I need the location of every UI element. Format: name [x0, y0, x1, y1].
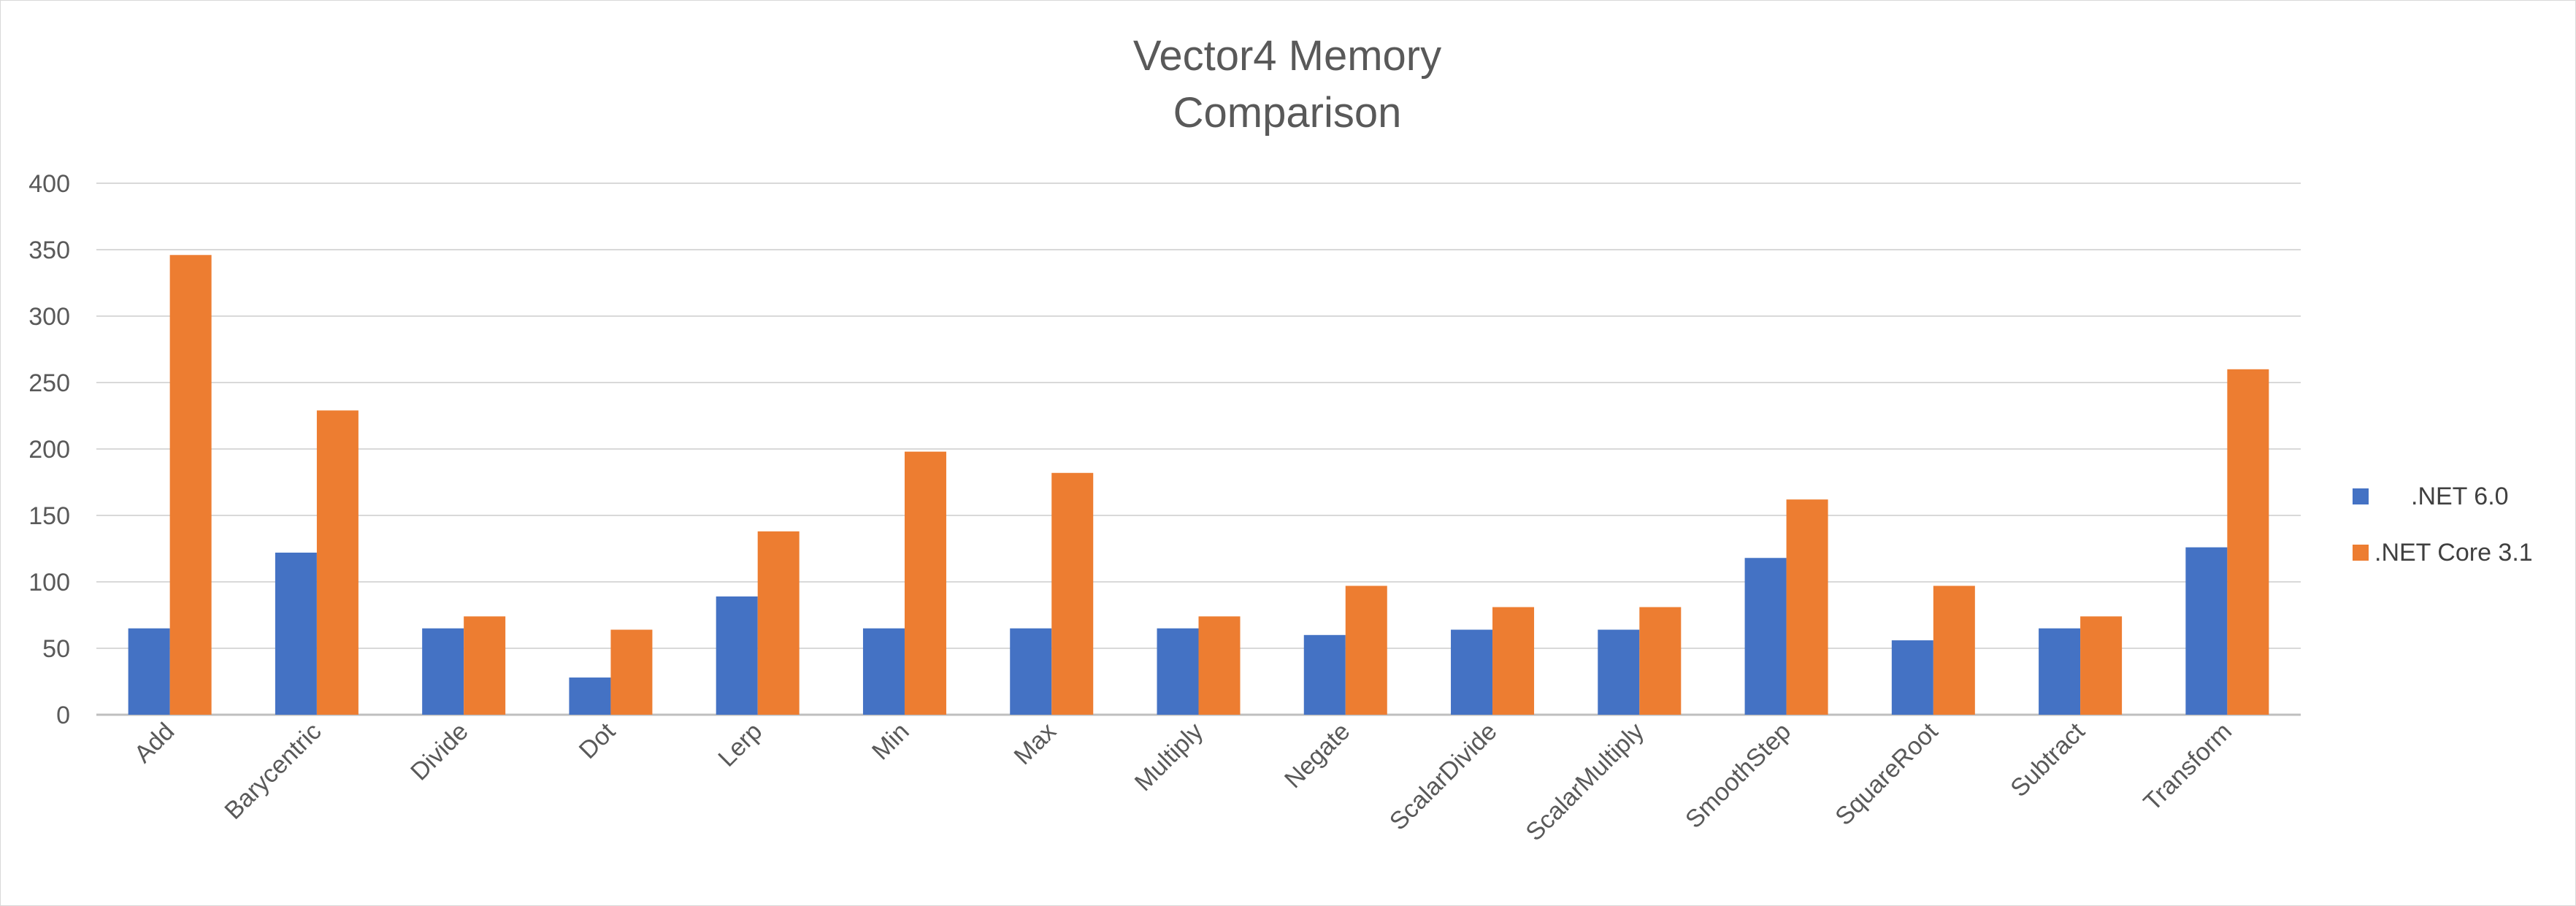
y-tick-label: 100: [28, 569, 70, 596]
x-tick-label: Min: [867, 718, 915, 766]
bar-netcore31-negate: [1345, 586, 1387, 715]
y-tick-label: 400: [28, 170, 70, 198]
x-tick-label: Lerp: [713, 718, 767, 772]
chart-title: Vector4 Memory Comparison: [1133, 32, 1441, 137]
bar-netcore31-dot: [610, 629, 653, 715]
x-tick-label: ScalarDivide: [1384, 718, 1503, 836]
bar-net6-scalarmultiply: [1598, 629, 1640, 715]
x-tick-label: Transform: [2139, 718, 2238, 817]
bar-netcore31-squareroot: [1933, 586, 1975, 715]
x-tick-label: SmoothStep: [1680, 718, 1796, 834]
bar-net6-lerp: [716, 596, 758, 715]
y-tick-label: 300: [28, 303, 70, 331]
bar-net6-scalardivide: [1451, 629, 1493, 715]
y-tick-label: 250: [28, 369, 70, 397]
bar-netcore31-transform: [2227, 369, 2269, 715]
bar-net6-smoothstep: [1744, 558, 1787, 715]
x-tick-label: Negate: [1279, 718, 1355, 794]
legend-label: .NET 6.0: [2411, 483, 2509, 510]
y-tick-label: 50: [42, 635, 70, 663]
bar-netcore31-smoothstep: [1786, 499, 1828, 715]
chart-title-line-2: Comparison: [1173, 89, 1402, 137]
bar-net6-barycentric: [275, 552, 317, 715]
bar-netcore31-subtract: [2080, 616, 2123, 715]
bar-net6-max: [1010, 628, 1052, 715]
bar-netcore31-min: [904, 451, 946, 715]
bar-net6-squareroot: [1891, 640, 1933, 715]
bar-net6-subtract: [2039, 628, 2081, 715]
x-tick-label: SquareRoot: [1830, 717, 1944, 831]
legend-swatch: [2353, 488, 2369, 504]
legend: .NET 6.0 .NET Core 3.1: [2353, 483, 2533, 567]
bar-net6-divide: [422, 628, 464, 715]
bar-netcore31-divide: [464, 616, 506, 715]
bar-netcore31-scalarmultiply: [1639, 607, 1682, 715]
x-tick-label: ScalarMultiply: [1520, 718, 1649, 847]
y-tick-label: 150: [28, 502, 70, 530]
y-tick-label: 200: [28, 436, 70, 464]
x-axis-ticks: Add Barycentric Divide Dot Lerp Min Max Multipl…: [129, 717, 2237, 846]
x-tick-label: Barycentric: [219, 718, 326, 825]
y-axis-ticks: 0 50 100 150 200 250 300 350 400: [28, 170, 70, 729]
bar-netcore31-multiply: [1198, 616, 1241, 715]
bar-net6-multiply: [1157, 628, 1199, 715]
x-tick-label: Multiply: [1130, 718, 1208, 796]
x-tick-label: Add: [129, 718, 180, 769]
bar-netcore31-barycentric: [316, 410, 359, 715]
bar-netcore31-lerp: [757, 531, 800, 715]
legend-swatch: [2353, 545, 2369, 561]
bar-net6-transform: [2185, 547, 2228, 715]
y-tick-label: 350: [28, 237, 70, 264]
bars: [128, 255, 2269, 715]
bar-net6-add: [128, 628, 170, 715]
bar-netcore31-max: [1051, 472, 1094, 715]
bar-net6-negate: [1303, 634, 1346, 715]
bar-netcore31-add: [169, 255, 212, 715]
x-tick-label: Dot: [574, 717, 621, 764]
bar-netcore31-scalardivide: [1492, 607, 1535, 715]
x-tick-label: Subtract: [2005, 717, 2090, 802]
x-tick-label: Divide: [405, 718, 474, 786]
chart-title-line-1: Vector4 Memory: [1133, 32, 1441, 80]
bar-net6-min: [862, 628, 905, 715]
y-tick-label: 0: [56, 702, 70, 729]
legend-label: .NET Core 3.1: [2374, 539, 2533, 567]
bar-net6-dot: [569, 677, 611, 715]
x-tick-label: Max: [1009, 718, 1062, 770]
